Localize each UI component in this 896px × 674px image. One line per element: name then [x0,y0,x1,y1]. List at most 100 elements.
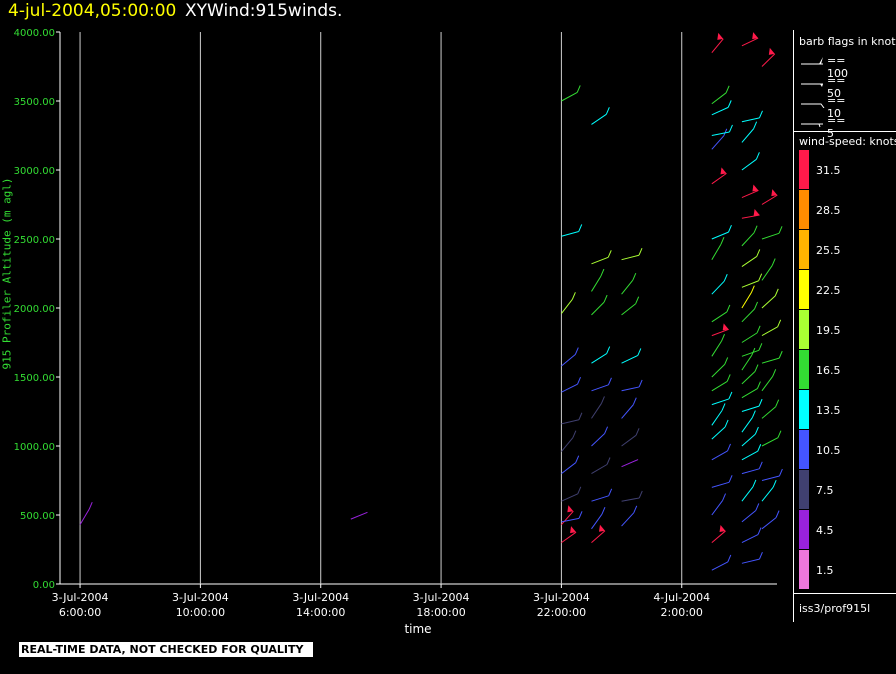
wind-barb-feather [577,486,582,494]
colorbar-label: 16.5 [816,364,841,377]
wind-barb-feather [758,343,763,351]
wind-barb-feather [727,443,731,452]
wind-barb-feather [728,391,733,400]
wind-barb [591,513,603,530]
wind-barb-feather [720,237,725,245]
wind-barb [761,437,779,447]
wind-barb [561,298,573,314]
wind-barb [561,354,576,367]
x-tick-label-time: 22:00:00 [537,606,586,619]
wind-barb [741,468,760,475]
wind-barb-feather [578,511,583,519]
wind-barb [561,462,577,474]
x-tick-label-time: 18:00:00 [416,606,465,619]
wind-barb [741,349,760,357]
barb-legend-label: == 100 [827,54,848,80]
wind-barb [621,303,636,316]
wind-barb-feather [575,455,580,463]
wind-barb [761,53,776,67]
wind-barb [741,117,760,123]
x-tick-label-time: 10:00:00 [176,606,225,619]
wind-barb-feather [727,100,732,108]
wind-barb [741,280,759,288]
wind-barb-feather [600,396,605,404]
wind-barb-feather [728,475,733,483]
wind-barb [621,434,637,447]
wind-barb [561,531,577,544]
wind-barb [741,332,758,343]
wind-barb [741,128,755,143]
colorbar-swatch [799,230,809,269]
wind-barb [591,353,607,364]
wind-barb [741,354,753,371]
wind-barb [741,450,758,461]
wind-barb-feather [721,333,725,342]
wind-barb [711,364,726,378]
wind-barb-feather [726,304,731,313]
wind-barb [761,357,780,364]
colorbar-swatch [799,550,809,589]
wind-barb-feather [758,461,763,470]
y-tick-label: 4000.00 [14,28,55,39]
data-source-label: iss3/prof915l [799,602,871,615]
wind-barb [711,280,725,295]
wind-barb-feather [723,273,728,282]
wind-barb-flag [720,167,727,175]
barb-full-icon [801,103,825,108]
wind-barb-feather [638,379,643,388]
colorbar-swatch [799,470,809,509]
wind-barb [621,279,634,295]
wind-barb-feather [756,381,761,389]
wind-barb [621,254,640,261]
legend-divider [794,593,896,594]
barb-legend-title: barb flags in knots [799,35,896,48]
wind-barb [591,113,607,125]
barb-triangle-icon [801,57,823,65]
y-tick-label: 2000.00 [14,304,55,315]
wind-barb-feather [753,225,758,233]
wind-barb [621,459,639,468]
wind-barb-feather [756,249,761,257]
colorbar-swatch [799,430,809,469]
wind-barb-feather [757,444,762,452]
wind-barb-feather [727,554,732,563]
wind-barb-feather [88,501,93,510]
wind-barb-feather [729,124,733,133]
wind-barb-feather [578,412,583,420]
wind-barb [621,386,640,392]
wind-barb [711,243,722,260]
colorbar-label: 19.5 [816,324,841,337]
wind-barb [741,510,757,523]
x-tick-label-date: 3-Jul-2004 [413,591,470,604]
y-axis-label: 915 Profiler Altitude (m agl) [0,177,14,370]
barb-legend-label: == 5 [827,114,846,140]
wind-barb-feather [606,346,611,354]
x-tick-label-date: 3-Jul-2004 [292,591,349,604]
wind-barb-flag [722,323,729,331]
wind-barb [761,232,780,240]
wind-barb-feather [607,250,612,258]
wind-barb [711,381,728,392]
wind-barb-feather [724,357,729,365]
wind-barb [741,558,760,564]
wind-barb [561,437,574,452]
wind-barb-feather [755,503,760,511]
wind-barb-feather [775,510,780,518]
wind-barb-flag [570,526,577,534]
x-tick-label-date: 3-Jul-2004 [172,591,229,604]
wind-barb-feather [724,419,729,428]
wind-barb-feather [752,479,757,488]
barb-legend-label: == 10 [827,94,846,120]
y-tick-label: 1000.00 [14,442,55,453]
wind-barb [761,194,778,205]
wind-barb-feather [772,479,777,488]
barb-half-icon [801,123,823,128]
wind-barb [761,295,776,309]
wind-barb-feather [601,506,606,515]
x-tick-label-date: 3-Jul-2004 [533,591,590,604]
colorbar-swatch [799,270,809,309]
wind-barb-feather [721,403,726,411]
wind-barb [711,92,727,105]
y-tick-label: 3500.00 [14,97,55,108]
y-tick-label: 0.00 [33,580,55,591]
